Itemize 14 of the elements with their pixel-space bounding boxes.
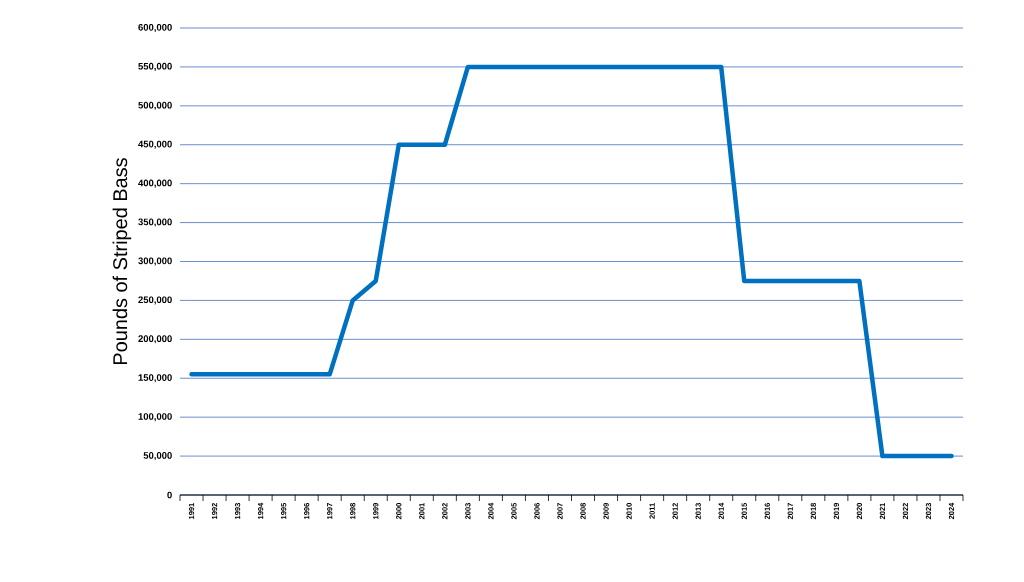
y-tick-label: 250,000 — [138, 296, 172, 305]
y-tick-label: 0 — [167, 491, 172, 499]
y-tick-label: 100,000 — [138, 413, 172, 422]
y-tick-label: 600,000 — [138, 23, 172, 33]
y-tick-label: 300,000 — [138, 257, 172, 266]
y-tick-label: 500,000 — [138, 101, 172, 110]
y-axis-title: Pounds of Striped Bass — [112, 158, 132, 364]
y-tick-label: 50,000 — [143, 452, 172, 461]
y-tick-label: 350,000 — [138, 218, 172, 227]
y-tick-label: 150,000 — [138, 374, 172, 383]
y-tick-label: 400,000 — [138, 179, 172, 188]
y-tick-label: 550,000 — [138, 62, 172, 71]
y-tick-label: 450,000 — [138, 140, 172, 149]
y-tick-label: 200,000 — [138, 335, 172, 344]
